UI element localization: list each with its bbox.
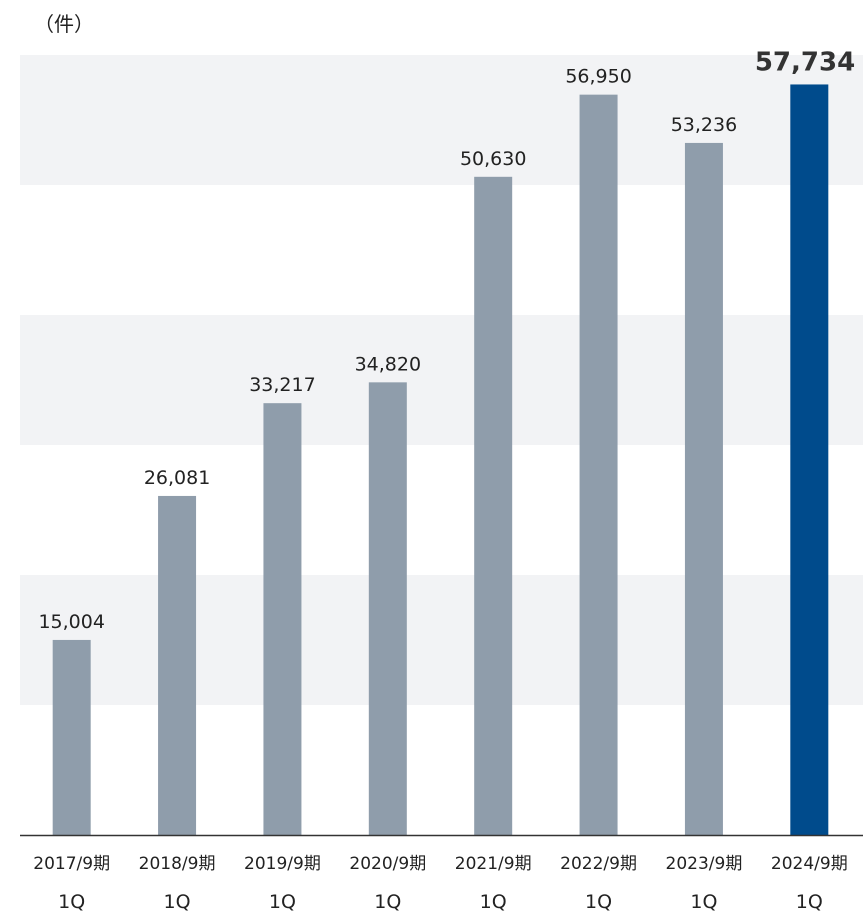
x-tick-label: 2020/9期 bbox=[349, 854, 426, 874]
bar bbox=[579, 94, 618, 835]
bar bbox=[368, 382, 407, 835]
x-tick-label: 2018/9期 bbox=[139, 854, 216, 874]
bar bbox=[263, 403, 302, 835]
data-label: 50,630 bbox=[460, 148, 526, 170]
bar bbox=[158, 495, 197, 835]
x-tick-label-quarter: 1Q bbox=[690, 891, 717, 913]
x-tick-label-quarter: 1Q bbox=[164, 891, 191, 913]
x-tick-label-quarter: 1Q bbox=[480, 891, 507, 913]
x-tick-label-quarter: 1Q bbox=[374, 891, 401, 913]
x-tick-label-quarter: 1Q bbox=[58, 891, 85, 913]
data-label: 33,217 bbox=[249, 374, 315, 396]
x-tick-label: 2023/9期 bbox=[666, 854, 743, 874]
data-label: 56,950 bbox=[565, 66, 631, 88]
data-label: 53,236 bbox=[671, 114, 737, 136]
x-tick-label: 2022/9期 bbox=[560, 854, 637, 874]
bar bbox=[474, 176, 513, 835]
data-label: 34,820 bbox=[355, 353, 421, 375]
unit-label: （件） bbox=[34, 12, 94, 36]
data-label: 26,081 bbox=[144, 467, 210, 489]
x-tick-label: 2021/9期 bbox=[455, 854, 532, 874]
x-tick-label: 2017/9期 bbox=[33, 854, 110, 874]
x-tick-label-quarter: 1Q bbox=[269, 891, 296, 913]
bar bbox=[684, 142, 723, 835]
data-label: 57,734 bbox=[755, 47, 855, 77]
x-tick-label-quarter: 1Q bbox=[585, 891, 612, 913]
x-tick-label: 2019/9期 bbox=[244, 854, 321, 874]
bar-highlight bbox=[790, 84, 829, 835]
x-tick-label-quarter: 1Q bbox=[796, 891, 823, 913]
grid-band bbox=[20, 315, 863, 445]
grid-band bbox=[20, 575, 863, 705]
bar bbox=[52, 639, 91, 835]
x-tick-label: 2024/9期 bbox=[771, 854, 848, 874]
data-label: 15,004 bbox=[38, 611, 104, 633]
